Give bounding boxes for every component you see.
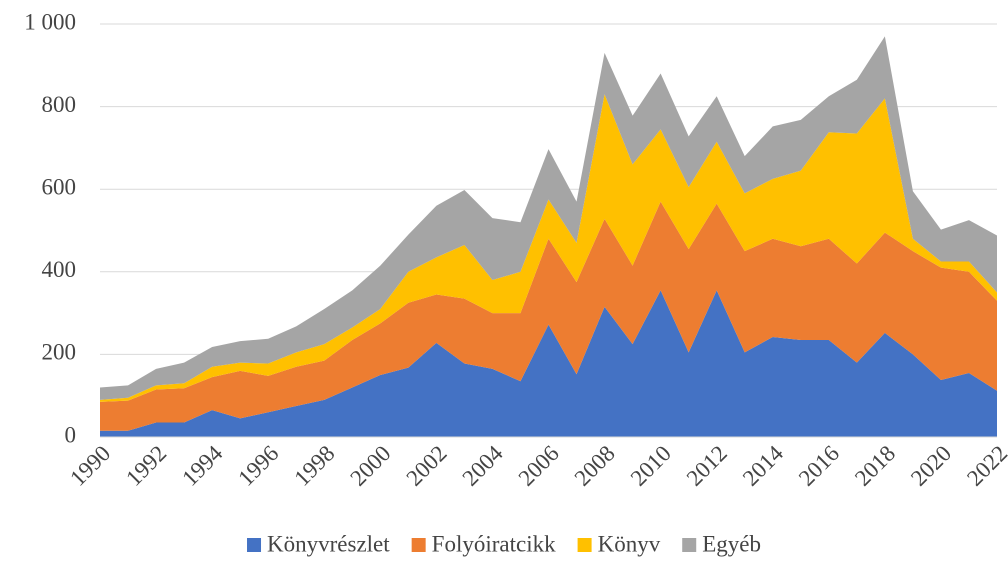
x-tick-label: 2004 [458, 440, 509, 491]
legend-label: Egyéb [702, 531, 761, 556]
legend-swatch [247, 538, 262, 552]
x-tick-label: 2010 [626, 441, 676, 491]
x-tick-label: 2016 [794, 441, 844, 491]
x-tick-label: 2008 [570, 441, 620, 491]
area [100, 290, 997, 437]
x-tick-label: 2012 [682, 441, 732, 491]
legend-label: Könyvrészlet [267, 531, 390, 556]
x-tick-label: 2022 [962, 441, 1008, 491]
legend-swatch [682, 538, 697, 552]
legend-label: Könyv [598, 531, 661, 556]
y-tick-label: 400 [42, 257, 77, 282]
legend-swatch [577, 538, 592, 552]
y-tick-label: 0 [65, 422, 77, 447]
x-tick-label: 1996 [233, 441, 283, 491]
legend-swatch [411, 538, 426, 552]
area [100, 201, 997, 431]
x-tick-label: 2000 [345, 441, 395, 491]
y-tick-label: 200 [42, 340, 77, 365]
x-tick-label: 2020 [906, 441, 956, 491]
x-tick-label: 2018 [850, 441, 900, 491]
area [100, 36, 997, 400]
legend-label: Folyóiratcikk [432, 531, 556, 556]
y-tick-label: 800 [42, 92, 77, 117]
x-tick-label: 2002 [401, 441, 451, 491]
x-tick-label: 1990 [65, 441, 115, 491]
x-tick-label: 2014 [738, 440, 789, 491]
x-tick-label: 2006 [514, 441, 564, 491]
x-tick-label: 1992 [121, 441, 171, 491]
x-tick-label: 1998 [289, 441, 339, 491]
y-tick-label: 600 [42, 174, 77, 199]
x-tick-label: 1994 [177, 440, 228, 491]
legend: Könyvrészlet Folyóiratcikk Könyv Egyéb [247, 531, 761, 556]
y-tick-label: 1 000 [24, 9, 76, 34]
